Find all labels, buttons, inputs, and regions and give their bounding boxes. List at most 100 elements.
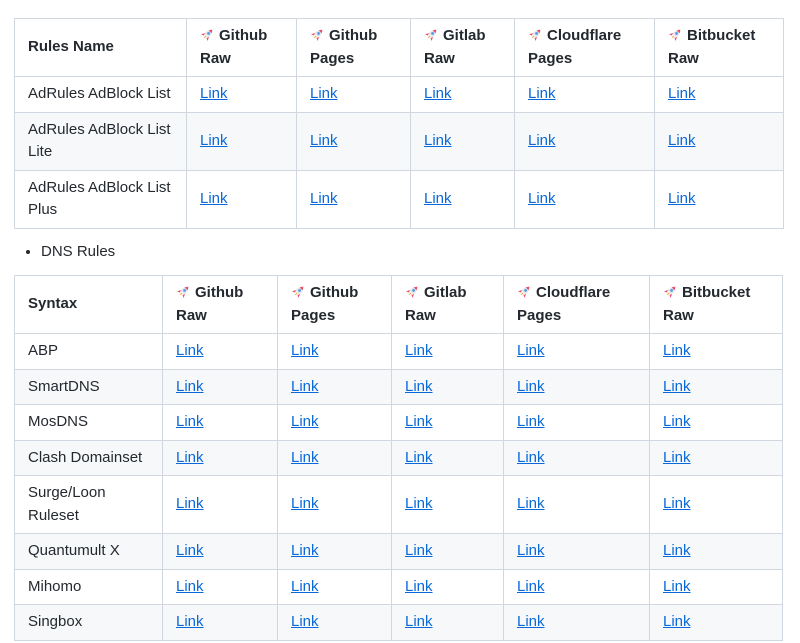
link-github-pages[interactable]: Link (291, 495, 319, 513)
link-cloudflare-pages[interactable]: Link (517, 342, 545, 359)
link-bitbucket-raw[interactable]: Link (663, 342, 691, 359)
cell: Link (503, 533, 650, 570)
cell: Link (514, 76, 655, 113)
link-github-raw[interactable]: Link (176, 495, 204, 513)
rocket-icon (291, 284, 306, 299)
rules-table-header-rules-name: Rules Name (14, 18, 187, 77)
link-github-pages[interactable]: Link (291, 342, 319, 359)
link-github-pages[interactable]: Link (291, 448, 319, 466)
link-cloudflare-pages[interactable]: Link (517, 377, 545, 395)
link-github-pages[interactable]: Link (291, 577, 319, 595)
link-cloudflare-pages[interactable]: Link (517, 495, 545, 513)
cell: Link (649, 475, 783, 534)
rocket-icon (424, 27, 439, 42)
cell: Link (277, 439, 392, 476)
link-github-raw[interactable]: Link (176, 413, 204, 430)
cell: Link (186, 169, 297, 229)
dns-table: Syntax Github Raw Github Pages Gitlab Ra… (14, 275, 783, 641)
syntax-cell: SmartDNS (14, 368, 163, 405)
rules-table-header-bitbucket-raw: Bitbucket Raw (654, 18, 784, 77)
link-gitlab-raw[interactable]: Link (424, 131, 452, 149)
cell: Link (410, 111, 515, 171)
link-gitlab-raw[interactable]: Link (405, 342, 433, 359)
link-bitbucket-raw[interactable]: Link (668, 131, 696, 149)
link-bitbucket-raw[interactable]: Link (668, 85, 696, 102)
link-cloudflare-pages[interactable]: Link (517, 448, 545, 466)
cell: Link (277, 404, 392, 441)
cell: Link (649, 439, 783, 476)
link-github-pages[interactable]: Link (310, 189, 338, 207)
link-github-pages[interactable]: Link (310, 131, 338, 149)
table-row: SmartDNS Link Link Link Link Link (14, 368, 783, 405)
rocket-icon (405, 284, 420, 299)
link-github-raw[interactable]: Link (176, 342, 204, 359)
rocket-icon (528, 27, 543, 42)
cell: Link (649, 604, 783, 641)
link-gitlab-raw[interactable]: Link (424, 85, 452, 102)
link-bitbucket-raw[interactable]: Link (663, 495, 691, 513)
cell: Link (503, 368, 650, 405)
link-bitbucket-raw[interactable]: Link (663, 613, 691, 630)
dns-table-header-github-pages: Github Pages (277, 275, 392, 334)
link-gitlab-raw[interactable]: Link (424, 189, 452, 207)
link-gitlab-raw[interactable]: Link (405, 377, 433, 395)
link-gitlab-raw[interactable]: Link (405, 413, 433, 430)
link-bitbucket-raw[interactable]: Link (663, 448, 691, 466)
table-row: Clash Domainset Link Link Link Link Link (14, 439, 783, 476)
header-label: Github Raw (200, 27, 268, 67)
link-github-raw[interactable]: Link (176, 448, 204, 466)
link-github-pages[interactable]: Link (291, 413, 319, 430)
link-bitbucket-raw[interactable]: Link (663, 542, 691, 559)
header-label: Gitlab Raw (405, 284, 467, 324)
syntax-cell: Quantumult X (14, 533, 163, 570)
link-cloudflare-pages[interactable]: Link (528, 131, 556, 149)
link-github-raw[interactable]: Link (200, 189, 228, 207)
link-gitlab-raw[interactable]: Link (405, 613, 433, 630)
link-cloudflare-pages[interactable]: Link (528, 85, 556, 102)
cell: Link (649, 404, 783, 441)
rules-table: Rules Name Github Raw Github Pages Gitla… (14, 18, 784, 229)
rules-table-header-cloudflare-pages: Cloudflare Pages (514, 18, 655, 77)
syntax-cell: Surge/Loon Ruleset (14, 475, 163, 534)
link-bitbucket-raw[interactable]: Link (663, 577, 691, 595)
cell: Link (503, 333, 650, 370)
link-gitlab-raw[interactable]: Link (405, 495, 433, 513)
link-cloudflare-pages[interactable]: Link (517, 613, 545, 630)
link-bitbucket-raw[interactable]: Link (668, 189, 696, 207)
link-cloudflare-pages[interactable]: Link (517, 413, 545, 430)
link-github-raw[interactable]: Link (176, 377, 204, 395)
rules-table-header-github-pages: Github Pages (296, 18, 411, 77)
link-cloudflare-pages[interactable]: Link (517, 542, 545, 559)
link-github-raw[interactable]: Link (176, 577, 204, 595)
link-github-raw[interactable]: Link (176, 613, 204, 630)
cell: Link (391, 533, 504, 570)
cell: Link (503, 604, 650, 641)
link-github-raw[interactable]: Link (200, 85, 228, 102)
link-github-pages[interactable]: Link (291, 542, 319, 559)
link-gitlab-raw[interactable]: Link (405, 448, 433, 466)
link-gitlab-raw[interactable]: Link (405, 577, 433, 595)
link-github-pages[interactable]: Link (291, 377, 319, 395)
link-github-pages[interactable]: Link (310, 85, 338, 102)
table-row: Quantumult X Link Link Link Link Link (14, 533, 783, 570)
cell: Link (514, 169, 655, 229)
rocket-icon (310, 27, 325, 42)
link-cloudflare-pages[interactable]: Link (517, 577, 545, 595)
cell: Link (277, 604, 392, 641)
cell: Link (296, 76, 411, 113)
dns-table-header-cloudflare-pages: Cloudflare Pages (503, 275, 650, 334)
link-bitbucket-raw[interactable]: Link (663, 413, 691, 430)
list-item-dns-rules: DNS Rules (41, 241, 786, 264)
cell: Link (391, 475, 504, 534)
cell: Link (654, 111, 784, 171)
link-github-raw[interactable]: Link (200, 131, 228, 149)
link-bitbucket-raw[interactable]: Link (663, 377, 691, 395)
cell: Link (654, 169, 784, 229)
cell: Link (162, 333, 278, 370)
link-gitlab-raw[interactable]: Link (405, 542, 433, 559)
link-github-raw[interactable]: Link (176, 542, 204, 559)
link-github-pages[interactable]: Link (291, 613, 319, 630)
link-cloudflare-pages[interactable]: Link (528, 189, 556, 207)
cell: Link (162, 475, 278, 534)
cell: Link (277, 533, 392, 570)
